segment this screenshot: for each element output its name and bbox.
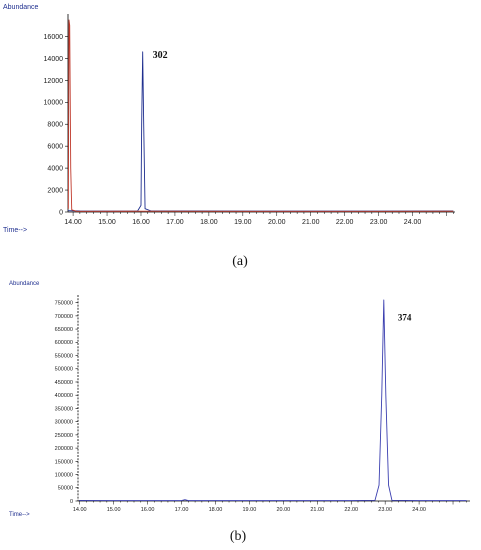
x-tick-label: 24.00 [404, 219, 422, 226]
y-tick-label: 14000 [44, 56, 64, 63]
x-tick-label: 15.00 [98, 219, 116, 226]
y-tick-label: 12000 [44, 78, 64, 85]
series-line-1 [79, 299, 467, 502]
chromatogram-panel-b: Abundance Time--> (b) 0 50000 100000 150000… [9, 281, 470, 544]
panel-caption-a: (a) [232, 254, 248, 269]
y-tick-label: 200000 [55, 446, 73, 452]
x-tick-label: 22.00 [344, 507, 358, 513]
y-tick-label: 0 [70, 499, 73, 505]
series-line-1 [67, 51, 454, 212]
y-tick-label: 550000 [55, 353, 73, 359]
y-tick-label: 750000 [55, 301, 73, 307]
x-axis-title: Time--> [9, 512, 30, 518]
x-tick-label: 20.00 [268, 219, 286, 226]
x-tick-label: 16.00 [141, 507, 155, 513]
y-axis-title: Abundance [3, 4, 39, 11]
y-tick-label: 150000 [55, 459, 73, 465]
series-line-2 [67, 19, 454, 212]
y-tick-label: 10000 [44, 100, 64, 107]
y-tick-label: 650000 [55, 327, 73, 333]
y-tick-label: 0 [59, 209, 63, 216]
y-tick-label: 4000 [47, 166, 63, 173]
x-tick-label: 15.00 [107, 507, 121, 513]
y-axis-title: Abundance [9, 281, 40, 287]
x-tick-label: 24.00 [412, 507, 426, 513]
x-tick-label: 16.00 [132, 219, 150, 226]
peak-annotation: 374 [398, 313, 412, 323]
chromatogram-panel-a: Abundance Time--> (a) 0 2000 4000 6000 8000 1… [3, 4, 455, 269]
x-tick-label: 23.00 [378, 507, 392, 513]
peak-annotation: 302 [153, 50, 168, 61]
x-tick-label: 19.00 [243, 507, 257, 513]
x-tick-label: 14.00 [73, 507, 87, 513]
x-tick-label: 18.00 [209, 507, 223, 513]
y-tick-label: 16000 [44, 34, 64, 41]
x-tick-label: 14.00 [64, 219, 82, 226]
y-tick-label: 50000 [58, 486, 73, 492]
y-tick-label: 700000 [55, 314, 73, 320]
x-tick-label: 23.00 [370, 219, 388, 226]
y-tick-label: 250000 [55, 433, 73, 439]
y-tick-label: 2000 [47, 188, 63, 195]
x-tick-label: 21.00 [302, 219, 320, 226]
y-tick-label: 500000 [55, 367, 73, 373]
y-tick-label: 450000 [55, 380, 73, 386]
x-tick-label: 19.00 [234, 219, 252, 226]
y-tick-label: 100000 [55, 472, 73, 478]
y-tick-label: 600000 [55, 340, 73, 346]
y-tick-label: 400000 [55, 393, 73, 399]
y-tick-label: 8000 [47, 122, 63, 129]
x-tick-label: 20.00 [276, 507, 290, 513]
x-tick-label: 18.00 [200, 219, 218, 226]
x-tick-label: 17.00 [175, 507, 189, 513]
panel-caption-b: (b) [230, 529, 247, 544]
x-axis-title: Time--> [3, 227, 27, 234]
y-tick-label: 300000 [55, 420, 73, 426]
x-tick-label: 17.00 [166, 219, 184, 226]
y-tick-label: 6000 [47, 144, 63, 151]
y-tick-label: 350000 [55, 406, 73, 412]
x-tick-label: 21.00 [310, 507, 324, 513]
x-tick-label: 22.00 [336, 219, 354, 226]
